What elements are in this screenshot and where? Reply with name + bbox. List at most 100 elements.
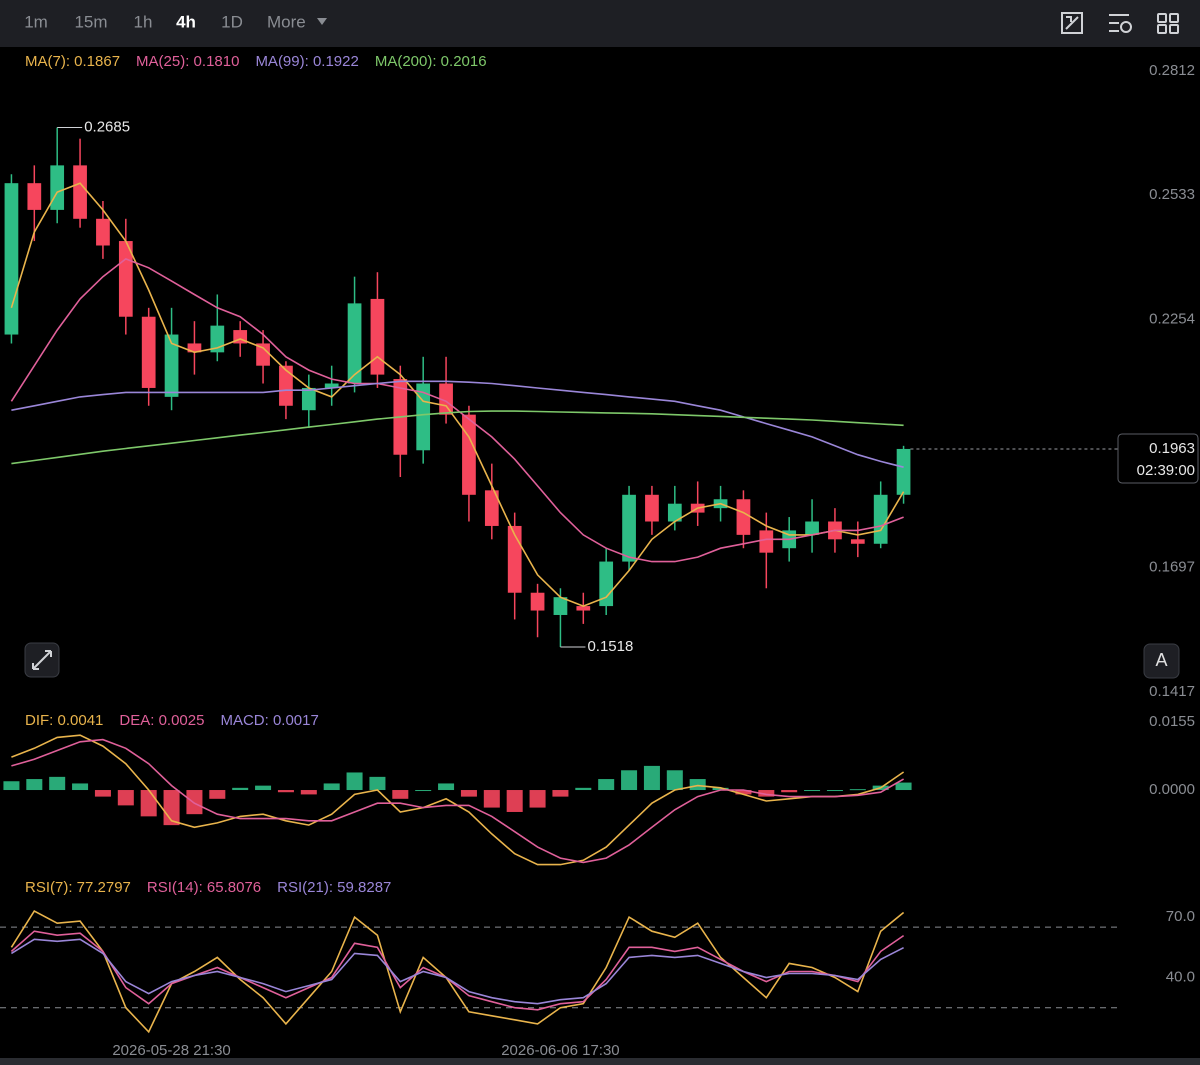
macd-bar	[895, 782, 912, 791]
macd-bar	[209, 790, 226, 799]
y-tick-label: 0.2812	[1149, 62, 1195, 79]
interval-tab[interactable]: 15m	[74, 12, 107, 31]
dropdown-arrow	[317, 18, 327, 25]
macd-bar	[758, 790, 775, 797]
more-menu[interactable]: More	[267, 12, 306, 31]
candle-body	[416, 383, 431, 451]
interval-tab[interactable]: 1m	[24, 12, 48, 31]
macd-bar	[323, 783, 340, 791]
macd-bar	[643, 765, 660, 791]
fullscreen-button[interactable]	[24, 642, 60, 678]
candle-body	[462, 414, 476, 495]
y-tick-label: 0.2254	[1149, 310, 1195, 327]
candle-body	[96, 218, 110, 246]
indicator-line	[11, 738, 904, 864]
y-tick-label: 0.1417	[1149, 683, 1195, 700]
y-tick-label: 0.0155	[1149, 713, 1195, 730]
candle-body	[484, 490, 499, 526]
high-label: 0.2685	[84, 119, 130, 136]
toolbar-icons	[1061, 12, 1179, 34]
macd-bar	[415, 790, 432, 792]
macd-bar	[735, 790, 752, 795]
candle-body	[576, 606, 591, 611]
plot-area: 0.28120.25330.22540.19760.16970.1417MA(7…	[0, 53, 1199, 1059]
macd-bar	[712, 787, 729, 791]
candle-body	[27, 183, 42, 210]
macd-bar	[849, 789, 866, 791]
last-price-label: 0.1963	[1149, 440, 1195, 457]
macd-bar	[300, 790, 317, 795]
indicator-line	[10, 910, 905, 1034]
macd-bar	[72, 783, 89, 791]
legend-entry: DIF: 0.0041	[25, 712, 103, 729]
legend-entry: MA(99): 0.1922	[255, 53, 358, 70]
interval-tab[interactable]: 1D	[221, 12, 243, 31]
indicator-line	[11, 380, 904, 468]
candle-body	[347, 303, 362, 384]
candle-body	[301, 387, 316, 411]
macd-bar	[346, 772, 363, 791]
candle-body	[324, 383, 339, 388]
macd-bar	[277, 790, 294, 793]
candle-body	[530, 592, 545, 611]
indicator-icon[interactable]	[1109, 14, 1132, 33]
candle-body	[164, 334, 179, 397]
legend-entry: MA(200): 0.2016	[375, 53, 487, 70]
legend-entry: MA(25): 0.1810	[136, 53, 239, 70]
indicator-line	[10, 182, 905, 607]
chart-settings-icon[interactable]	[1061, 12, 1083, 34]
candle-body	[805, 521, 819, 535]
indicator-line	[10, 257, 904, 563]
candle-body	[187, 343, 202, 353]
candle-body	[759, 530, 774, 553]
countdown-label: 02:39:00	[1137, 462, 1195, 479]
x-tick-label: 2026-05-28 21:30	[112, 1042, 230, 1059]
candle-body	[50, 165, 65, 210]
macd-bar	[117, 790, 134, 806]
candle-body	[439, 383, 453, 415]
y-tick-label: 0.1697	[1149, 558, 1195, 575]
macd-bar	[506, 790, 523, 812]
macd-bar	[438, 783, 455, 791]
candle-body	[896, 448, 911, 495]
candle-body	[279, 365, 293, 406]
macd-bar	[49, 776, 66, 791]
auto-scale-label[interactable]: A	[1155, 650, 1167, 670]
layout-icon[interactable]	[1157, 13, 1179, 34]
candle-body	[370, 298, 385, 375]
interval-tab[interactable]: 1h	[134, 12, 153, 31]
macd-bar	[392, 790, 409, 799]
candle-body	[645, 494, 659, 522]
y-tick-label: 0.0000	[1149, 781, 1195, 798]
auto-scale-button[interactable]: A	[1143, 643, 1180, 679]
candle-body	[599, 561, 614, 607]
interval-tab[interactable]: 4h	[176, 12, 196, 31]
candle-body	[256, 343, 270, 366]
indicator-line	[10, 930, 905, 1011]
macd-bar	[369, 776, 386, 791]
y-tick-label: 70.0	[1166, 908, 1195, 925]
candle-body	[4, 183, 19, 335]
indicator-line	[11, 410, 904, 465]
candle-body	[553, 597, 568, 615]
macd-bar	[598, 779, 615, 791]
candle-body	[622, 494, 636, 562]
y-tick-label: 0.2533	[1149, 186, 1195, 203]
macd-bar	[826, 790, 843, 792]
macd-bar	[3, 781, 20, 791]
candle-body	[873, 494, 888, 544]
legend-entry: DEA: 0.0025	[119, 712, 204, 729]
macd-bar	[26, 779, 43, 791]
candle-body	[667, 503, 682, 522]
macd-bar	[666, 770, 683, 791]
macd-bar	[140, 790, 157, 817]
indicator-line	[10, 938, 904, 1005]
macd-bar	[575, 787, 592, 791]
macd-bar	[621, 770, 638, 791]
macd-bar	[689, 779, 706, 791]
macd-bar	[529, 790, 546, 808]
candle-body	[736, 499, 751, 535]
bottom-bar	[0, 1058, 1200, 1065]
